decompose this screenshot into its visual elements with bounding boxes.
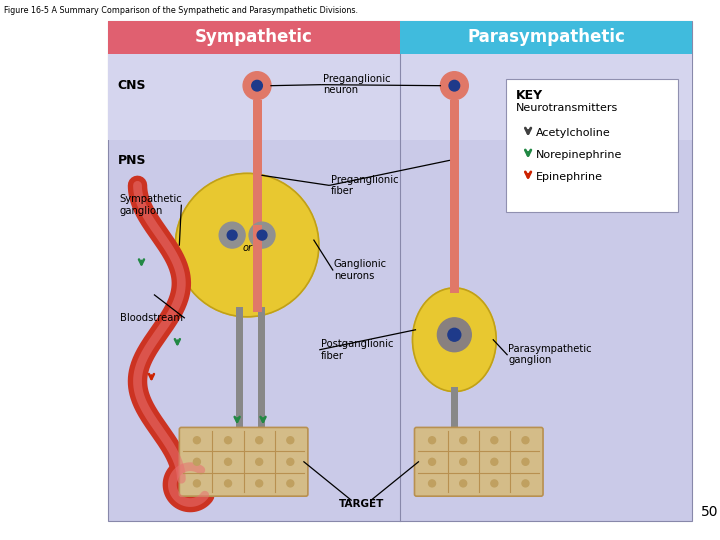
FancyBboxPatch shape [506,79,678,212]
FancyBboxPatch shape [258,307,264,429]
FancyBboxPatch shape [400,21,693,54]
Circle shape [225,480,232,487]
Text: Acetylcholine: Acetylcholine [536,129,611,138]
Circle shape [459,437,467,444]
Text: or: or [242,243,252,253]
Text: Parasympathetic: Parasympathetic [467,28,625,46]
FancyBboxPatch shape [253,225,261,312]
Ellipse shape [413,288,496,392]
Text: Ganglionic
neurons: Ganglionic neurons [334,259,387,281]
Circle shape [522,458,529,465]
Circle shape [194,437,200,444]
Circle shape [491,437,498,444]
FancyBboxPatch shape [179,428,308,496]
Circle shape [491,480,498,487]
Text: Parasympathetic
ganglion: Parasympathetic ganglion [508,344,592,366]
Circle shape [176,173,319,317]
Text: CNS: CNS [117,79,146,92]
FancyBboxPatch shape [107,21,400,54]
Text: Figure 16-5 A Summary Comparison of the Sympathetic and Parasympathetic Division: Figure 16-5 A Summary Comparison of the … [4,6,358,15]
Circle shape [438,318,472,352]
Text: 50: 50 [701,505,718,519]
Circle shape [219,222,245,248]
Circle shape [448,328,461,341]
Circle shape [243,72,271,99]
Circle shape [225,437,232,444]
Text: Preganglionic
neuron: Preganglionic neuron [323,74,390,96]
FancyBboxPatch shape [450,99,459,293]
Circle shape [249,222,275,248]
Text: Sympathetic
ganglion: Sympathetic ganglion [120,194,182,216]
Circle shape [228,230,237,240]
Circle shape [441,72,468,99]
Circle shape [252,80,262,91]
FancyBboxPatch shape [107,54,693,140]
Circle shape [225,458,232,465]
Text: KEY: KEY [516,89,544,102]
Circle shape [491,458,498,465]
Circle shape [287,458,294,465]
Circle shape [194,458,200,465]
Text: Neurotransmitters: Neurotransmitters [516,103,618,113]
Text: Sympathetic: Sympathetic [195,28,312,46]
Circle shape [459,458,467,465]
Circle shape [287,437,294,444]
Circle shape [522,437,529,444]
FancyBboxPatch shape [415,428,543,496]
Circle shape [287,480,294,487]
FancyBboxPatch shape [107,21,693,521]
Text: Norepinephrine: Norepinephrine [536,151,622,160]
Circle shape [459,480,467,487]
FancyBboxPatch shape [451,387,458,429]
Text: Preganglionic
fiber: Preganglionic fiber [330,174,398,196]
Circle shape [522,480,529,487]
Text: Postganglionic
fiber: Postganglionic fiber [321,339,393,361]
Circle shape [428,480,436,487]
Text: Bloodstream: Bloodstream [120,313,183,323]
Circle shape [256,480,263,487]
Circle shape [428,437,436,444]
Circle shape [257,230,267,240]
Circle shape [428,458,436,465]
Circle shape [256,437,263,444]
Text: PNS: PNS [117,154,146,167]
FancyBboxPatch shape [235,307,243,429]
Text: TARGET: TARGET [338,499,384,509]
Text: Epinephrine: Epinephrine [536,172,603,183]
Circle shape [449,80,459,91]
FancyBboxPatch shape [253,99,261,225]
Circle shape [194,480,200,487]
Circle shape [256,458,263,465]
